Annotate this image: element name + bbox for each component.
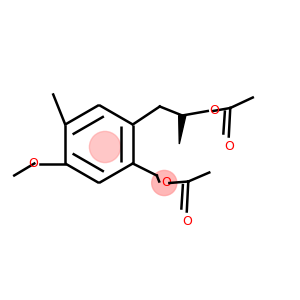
Text: O: O <box>28 157 38 170</box>
Circle shape <box>152 170 177 196</box>
Text: O: O <box>161 176 171 190</box>
Text: O: O <box>209 104 219 118</box>
Text: O: O <box>182 215 192 228</box>
Polygon shape <box>179 116 186 144</box>
Text: O: O <box>224 140 234 153</box>
Circle shape <box>89 131 121 163</box>
